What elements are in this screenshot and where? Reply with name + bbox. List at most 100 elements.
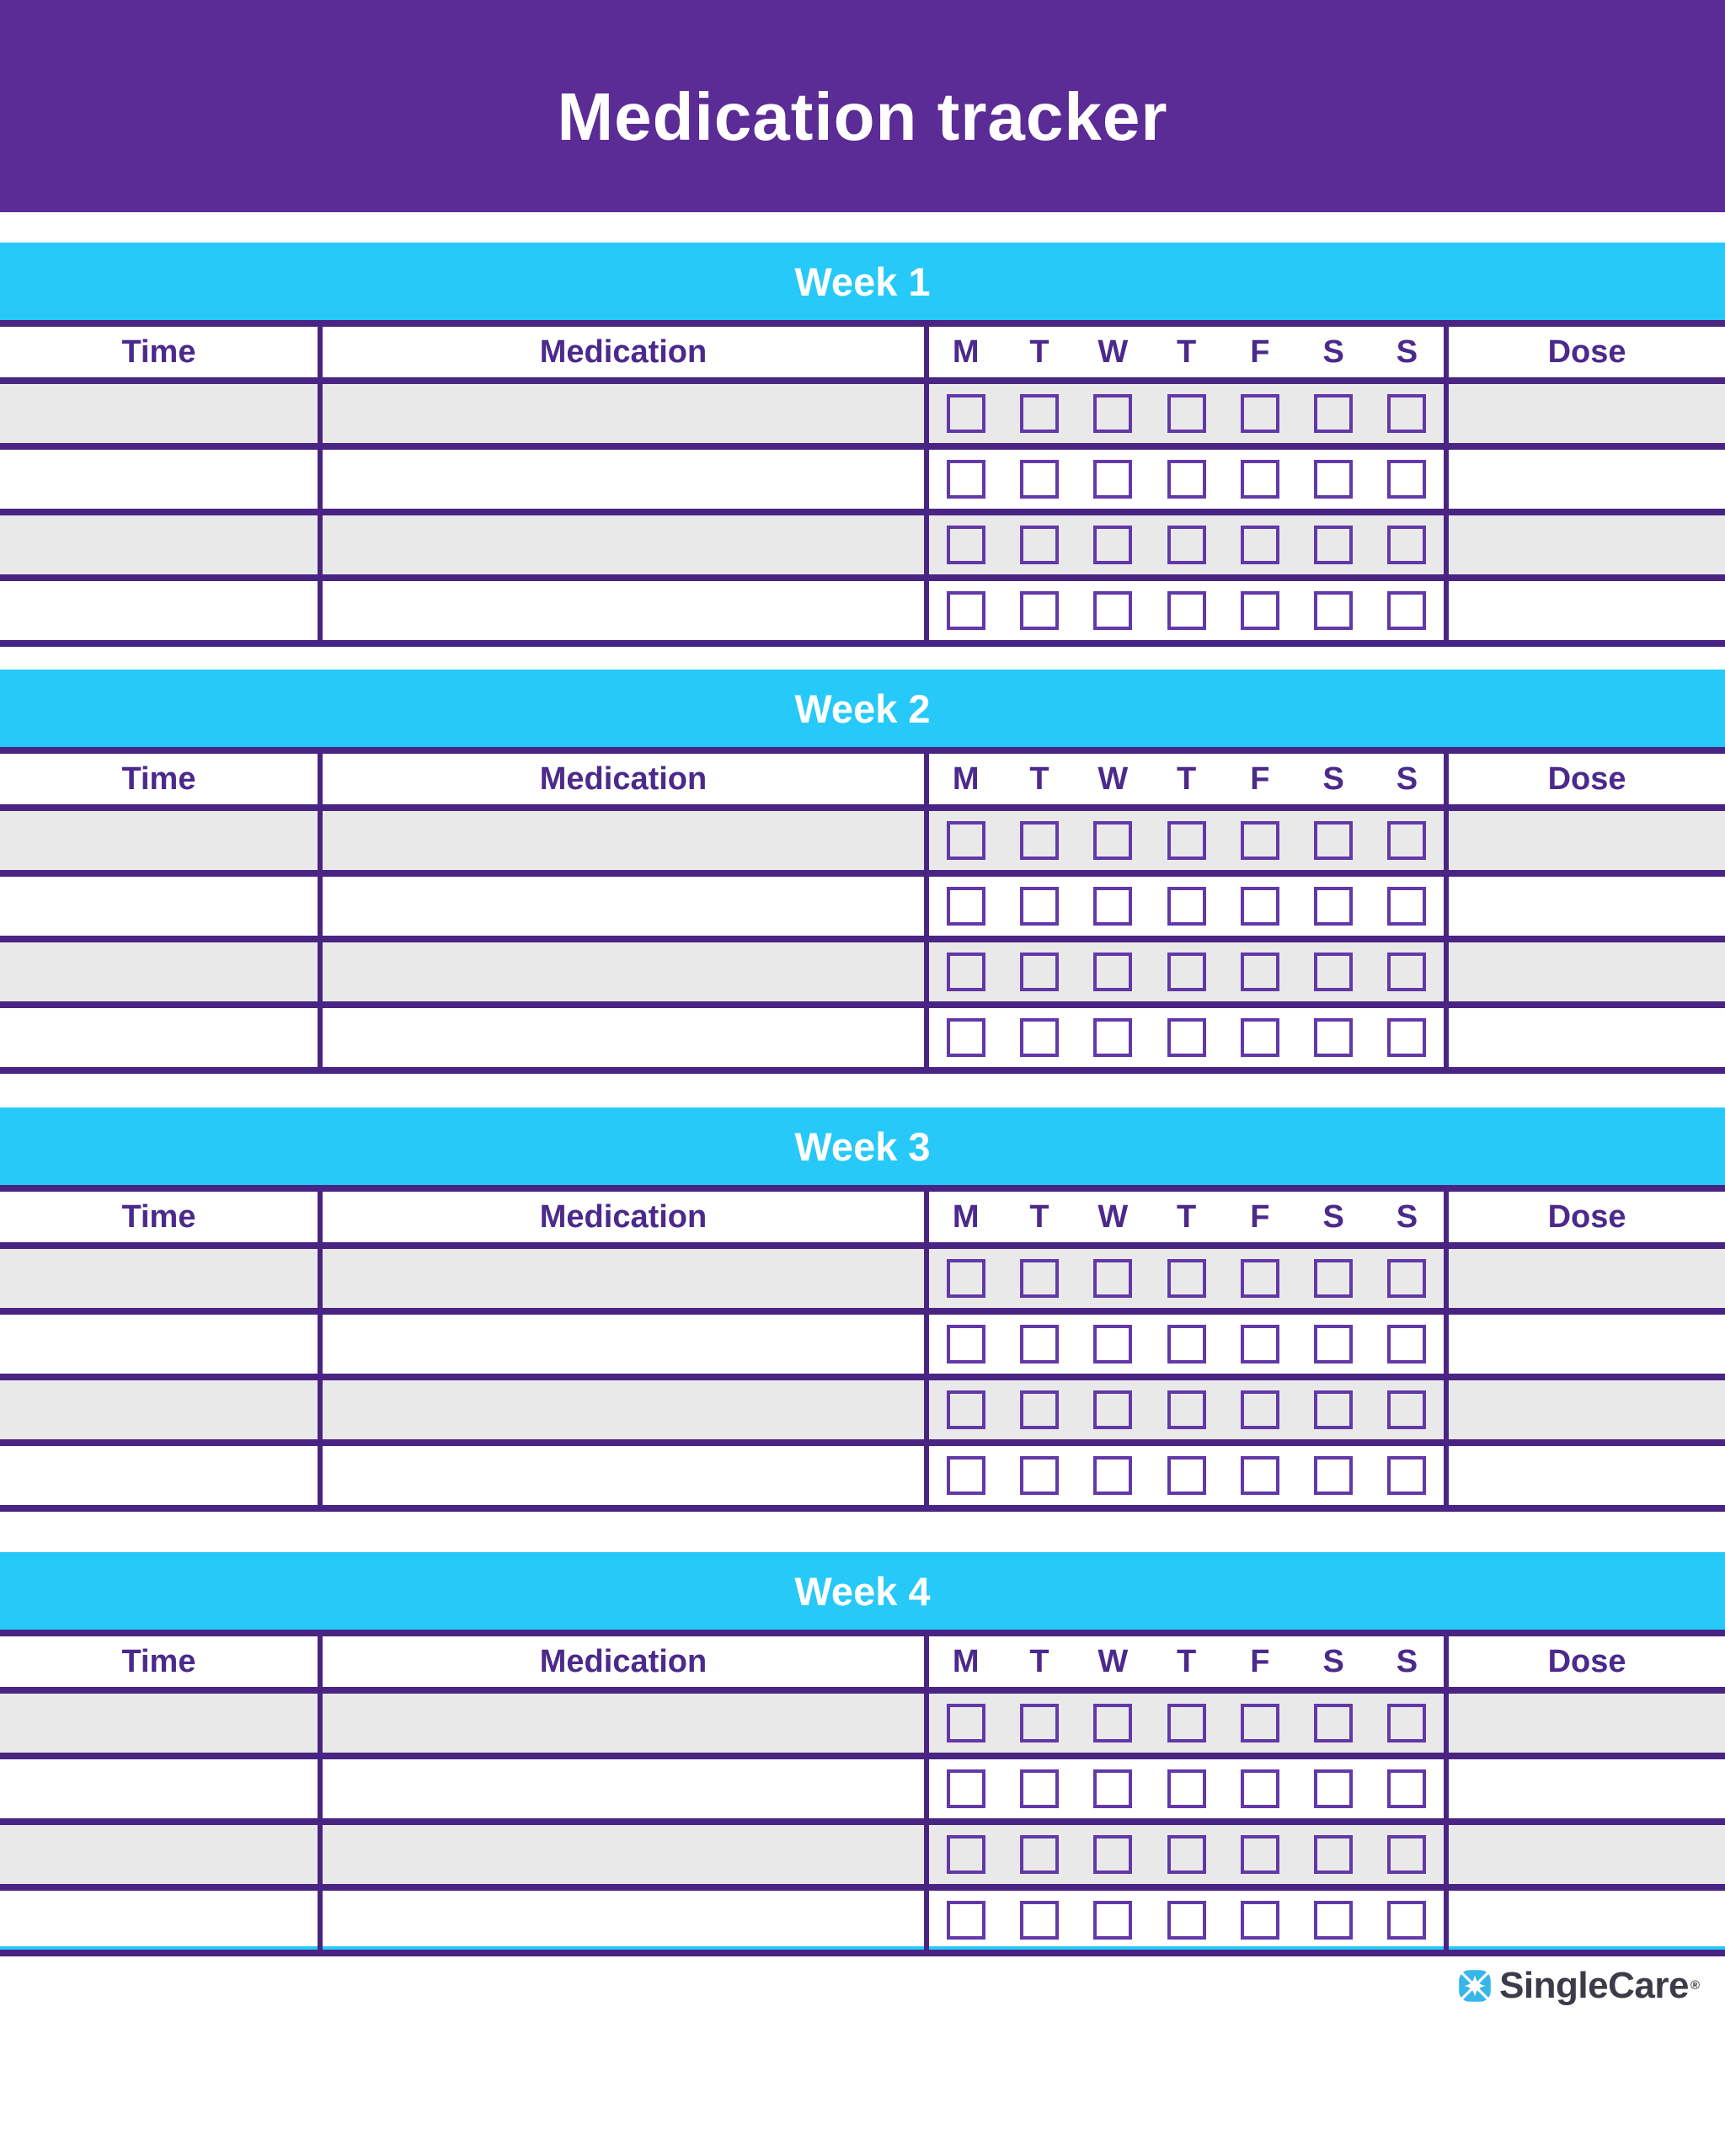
day-checkbox[interactable] [1093, 1259, 1133, 1298]
day-checkbox[interactable] [1387, 460, 1427, 499]
medication-cell[interactable] [323, 811, 930, 870]
day-checkbox[interactable] [1240, 394, 1279, 433]
day-checkbox[interactable] [1019, 1390, 1059, 1429]
day-checkbox[interactable] [1387, 394, 1427, 433]
day-checkbox[interactable] [1093, 1390, 1133, 1429]
day-checkbox[interactable] [1240, 821, 1279, 860]
day-checkbox[interactable] [1167, 1259, 1206, 1298]
day-checkbox[interactable] [1093, 1018, 1133, 1057]
time-cell[interactable] [0, 1446, 323, 1505]
medication-cell[interactable] [323, 1825, 930, 1884]
time-cell[interactable] [0, 450, 323, 509]
time-cell[interactable] [0, 1008, 323, 1067]
medication-cell[interactable] [323, 877, 930, 936]
dose-cell[interactable] [1449, 877, 1725, 936]
day-checkbox[interactable] [1314, 591, 1354, 630]
day-checkbox[interactable] [946, 460, 985, 499]
day-checkbox[interactable] [946, 1835, 985, 1874]
day-checkbox[interactable] [1167, 591, 1206, 630]
day-checkbox[interactable] [1387, 526, 1427, 564]
day-checkbox[interactable] [1093, 1704, 1133, 1742]
time-cell[interactable] [0, 1759, 323, 1818]
day-checkbox[interactable] [1019, 1901, 1059, 1940]
dose-cell[interactable] [1449, 1008, 1725, 1067]
day-checkbox[interactable] [1240, 591, 1279, 630]
dose-cell[interactable] [1449, 581, 1725, 640]
dose-cell[interactable] [1449, 1825, 1725, 1884]
day-checkbox[interactable] [1314, 1018, 1354, 1057]
day-checkbox[interactable] [1019, 1704, 1059, 1742]
day-checkbox[interactable] [946, 1704, 985, 1742]
dose-cell[interactable] [1449, 1759, 1725, 1818]
time-cell[interactable] [0, 1891, 323, 1950]
time-cell[interactable] [0, 1825, 323, 1884]
day-checkbox[interactable] [1314, 1704, 1354, 1742]
day-checkbox[interactable] [1387, 1325, 1427, 1364]
day-checkbox[interactable] [1093, 887, 1133, 926]
day-checkbox[interactable] [1019, 1325, 1059, 1364]
day-checkbox[interactable] [1314, 1835, 1354, 1874]
day-checkbox[interactable] [1019, 887, 1059, 926]
day-checkbox[interactable] [1240, 1456, 1279, 1495]
day-checkbox[interactable] [1019, 1456, 1059, 1495]
day-checkbox[interactable] [946, 591, 985, 630]
day-checkbox[interactable] [1240, 1769, 1279, 1808]
day-checkbox[interactable] [1093, 591, 1133, 630]
day-checkbox[interactable] [1387, 887, 1427, 926]
time-cell[interactable] [0, 1380, 323, 1439]
day-checkbox[interactable] [946, 526, 985, 564]
medication-cell[interactable] [323, 1891, 930, 1950]
day-checkbox[interactable] [1093, 1456, 1133, 1495]
time-cell[interactable] [0, 811, 323, 870]
day-checkbox[interactable] [1387, 1901, 1427, 1940]
day-checkbox[interactable] [946, 1901, 985, 1940]
day-checkbox[interactable] [1093, 1835, 1133, 1874]
dose-cell[interactable] [1449, 811, 1725, 870]
day-checkbox[interactable] [1167, 953, 1206, 991]
medication-cell[interactable] [323, 1446, 930, 1505]
day-checkbox[interactable] [946, 1018, 985, 1057]
day-checkbox[interactable] [1019, 460, 1059, 499]
medication-cell[interactable] [323, 515, 930, 574]
dose-cell[interactable] [1449, 942, 1725, 1001]
time-cell[interactable] [0, 1249, 323, 1308]
day-checkbox[interactable] [1019, 591, 1059, 630]
day-checkbox[interactable] [1093, 821, 1133, 860]
day-checkbox[interactable] [1314, 526, 1354, 564]
day-checkbox[interactable] [1387, 1259, 1427, 1298]
day-checkbox[interactable] [1093, 1325, 1133, 1364]
day-checkbox[interactable] [1167, 1769, 1206, 1808]
time-cell[interactable] [0, 877, 323, 936]
day-checkbox[interactable] [1387, 1456, 1427, 1495]
day-checkbox[interactable] [1167, 1390, 1206, 1429]
dose-cell[interactable] [1449, 450, 1725, 509]
day-checkbox[interactable] [1314, 1390, 1354, 1429]
day-checkbox[interactable] [1240, 953, 1279, 991]
day-checkbox[interactable] [1314, 460, 1354, 499]
day-checkbox[interactable] [1387, 1018, 1427, 1057]
time-cell[interactable] [0, 581, 323, 640]
day-checkbox[interactable] [1387, 1704, 1427, 1742]
day-checkbox[interactable] [1093, 394, 1133, 433]
dose-cell[interactable] [1449, 1249, 1725, 1308]
dose-cell[interactable] [1449, 1380, 1725, 1439]
day-checkbox[interactable] [1314, 887, 1354, 926]
day-checkbox[interactable] [946, 1390, 985, 1429]
day-checkbox[interactable] [1387, 953, 1427, 991]
time-cell[interactable] [0, 1694, 323, 1753]
day-checkbox[interactable] [1240, 526, 1279, 564]
dose-cell[interactable] [1449, 384, 1725, 443]
day-checkbox[interactable] [1240, 1325, 1279, 1364]
medication-cell[interactable] [323, 1315, 930, 1374]
day-checkbox[interactable] [1240, 460, 1279, 499]
day-checkbox[interactable] [1167, 1456, 1206, 1495]
day-checkbox[interactable] [946, 394, 985, 433]
day-checkbox[interactable] [1019, 526, 1059, 564]
time-cell[interactable] [0, 1315, 323, 1374]
day-checkbox[interactable] [1314, 394, 1354, 433]
day-checkbox[interactable] [1314, 1456, 1354, 1495]
day-checkbox[interactable] [1093, 1901, 1133, 1940]
day-checkbox[interactable] [1167, 394, 1206, 433]
medication-cell[interactable] [323, 1759, 930, 1818]
day-checkbox[interactable] [1167, 1704, 1206, 1742]
